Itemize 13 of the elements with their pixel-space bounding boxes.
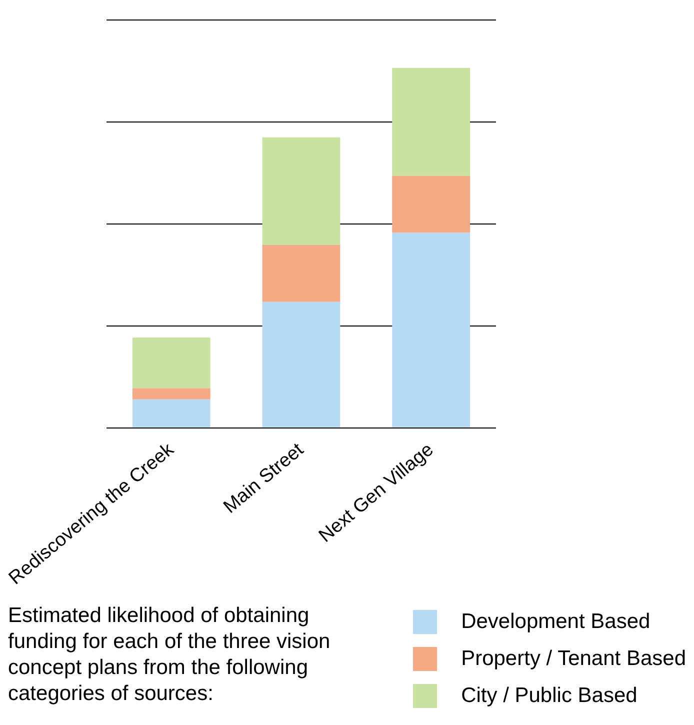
bar [132,388,210,400]
bar [392,232,470,428]
bar [262,244,340,302]
bar [392,176,470,233]
bar [262,302,340,428]
text: Estimated likelihood of obtaining funding for each of the three vision concept plans from the following categories of sources: [8,603,332,707]
bar [262,137,340,245]
bar [132,399,210,428]
bar [132,337,210,388]
legend-label: City / Public Based [461,683,638,709]
bar [392,68,470,176]
legend-label: Development Based [461,609,650,635]
legend-label: Property / Tenant Based [461,646,686,672]
